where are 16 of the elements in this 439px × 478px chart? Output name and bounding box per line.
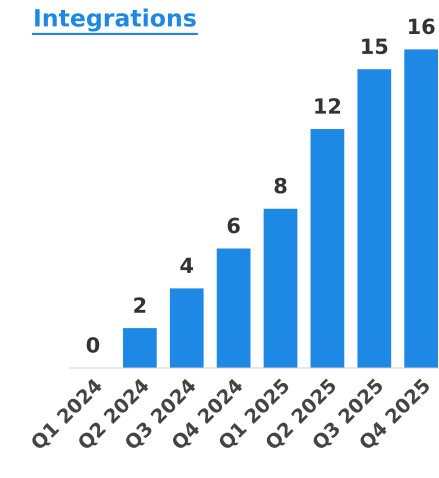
- bar: [357, 69, 392, 368]
- data-label: 12: [315, 98, 340, 114]
- bar: [404, 49, 438, 368]
- data-label: 8: [274, 178, 286, 194]
- bar: [264, 208, 298, 368]
- bar: [310, 129, 344, 368]
- data-label: 15: [362, 38, 388, 54]
- data-label: 6: [228, 218, 240, 234]
- bar: [216, 248, 251, 368]
- data-label: 16: [409, 18, 435, 34]
- data-label: 0: [86, 337, 100, 353]
- chart-title: Integrations: [35, 8, 196, 32]
- bar: [170, 288, 204, 368]
- data-label: 2: [134, 297, 146, 313]
- bar: [122, 328, 157, 368]
- data-label: 4: [180, 258, 194, 273]
